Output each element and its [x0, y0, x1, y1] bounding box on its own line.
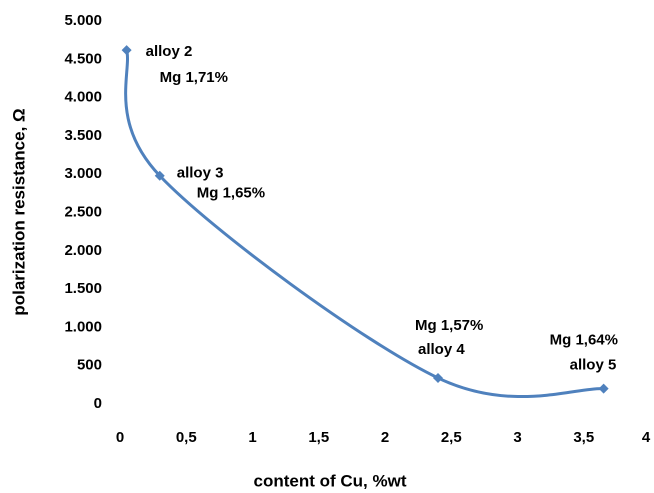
x-tick-label: 0,5	[176, 429, 197, 446]
x-tick-label: 1	[248, 429, 256, 446]
y-axis-title: polarization resistance, Ω	[9, 108, 28, 315]
point-marker	[433, 372, 443, 383]
point-label: Mg 1,71%	[160, 69, 228, 86]
point-label: alloy 4	[418, 341, 465, 358]
x-tick-label: 1,5	[308, 429, 329, 446]
y-tick-label: 5.000	[64, 12, 102, 29]
y-tick-label: 500	[77, 357, 102, 374]
y-tick-label: 4.000	[64, 89, 102, 106]
point-label: alloy 5	[570, 357, 617, 374]
y-tick-label: 2.000	[64, 242, 102, 259]
y-tick-label: 3.000	[64, 165, 102, 182]
point-label: alloy 2	[146, 43, 193, 60]
x-tick-label: 4	[642, 429, 651, 446]
x-tick-label: 2,5	[441, 429, 462, 446]
y-tick-label: 0	[94, 395, 102, 412]
y-tick-label: 1.000	[64, 318, 102, 335]
series-line	[124, 49, 604, 399]
point-marker	[121, 45, 132, 56]
point-label: Mg 1,57%	[415, 317, 483, 334]
point-marker	[154, 170, 165, 181]
point-marker	[598, 383, 609, 394]
x-tick-label: 0	[116, 429, 124, 446]
point-label: alloy 3	[177, 165, 224, 182]
x-tick-label: 3,5	[573, 429, 594, 446]
y-tick-label: 2.500	[64, 203, 102, 220]
x-tick-label: 2	[381, 429, 389, 446]
point-label: Mg 1,65%	[197, 185, 265, 202]
y-tick-label: 1.500	[64, 280, 102, 297]
y-tick-label: 3.500	[64, 127, 102, 144]
x-tick-label: 3	[513, 429, 521, 446]
point-label: Mg 1,64%	[550, 332, 618, 349]
x-axis-title: content of Cu, %wt	[254, 471, 407, 490]
y-tick-label: 4.500	[64, 50, 102, 67]
